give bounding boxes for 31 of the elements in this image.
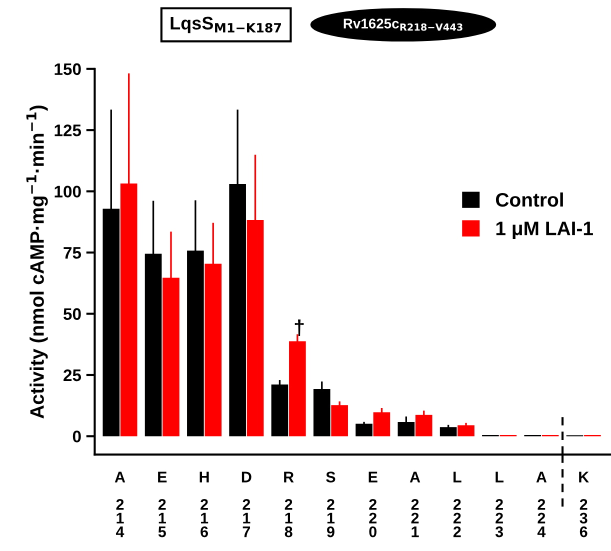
text: Rv1625c$_{R218−V443}$ (344, 18, 462, 31)
x-tick-label: D 2 1 7 (242, 472, 252, 538)
x-tick-label: A 2 1 4 (114, 472, 126, 538)
y-tick-label: 100 (54, 186, 81, 198)
x-tick-label: L 2 2 3 (495, 472, 504, 538)
bar (356, 424, 372, 436)
bar (458, 425, 474, 436)
bar (415, 414, 432, 436)
y-tick-label: 25 (64, 369, 82, 382)
text: LqsS$_{M1−K187}$ (170, 16, 282, 34)
y-tick-label: 0 (72, 430, 81, 442)
annotation: † (294, 319, 304, 336)
x-tick-label: A 2 2 4 (536, 472, 547, 538)
x-tick-label: S 2 1 9 (326, 472, 336, 538)
y-tick-label: 150 (54, 63, 81, 76)
bar (440, 427, 457, 436)
x-tick-label: E 2 1 5 (158, 472, 167, 538)
x-tick-label: E 2 2 0 (368, 472, 378, 538)
x-tick-label: K 2 3 6 (579, 472, 589, 538)
y-tick-label: 75 (64, 247, 82, 259)
legend-label: Control (496, 192, 563, 207)
bar (331, 405, 348, 436)
legend-label: 1 μM LAI-1 (496, 222, 593, 240)
x-tick-label: A 2 2 1 (410, 472, 420, 538)
y-tick-label: 50 (63, 308, 81, 320)
y-axis-title: Activity (nmol cAMP·mg$^{−1}$·min$^{−1}$) (26, 106, 48, 418)
x-tick-label: R 2 1 8 (284, 472, 294, 538)
x-tick-label: L 2 2 2 (453, 472, 462, 538)
y-tick-label: 125 (54, 124, 82, 136)
bar (373, 412, 390, 436)
x-tick-label: H 2 1 6 (200, 472, 209, 538)
